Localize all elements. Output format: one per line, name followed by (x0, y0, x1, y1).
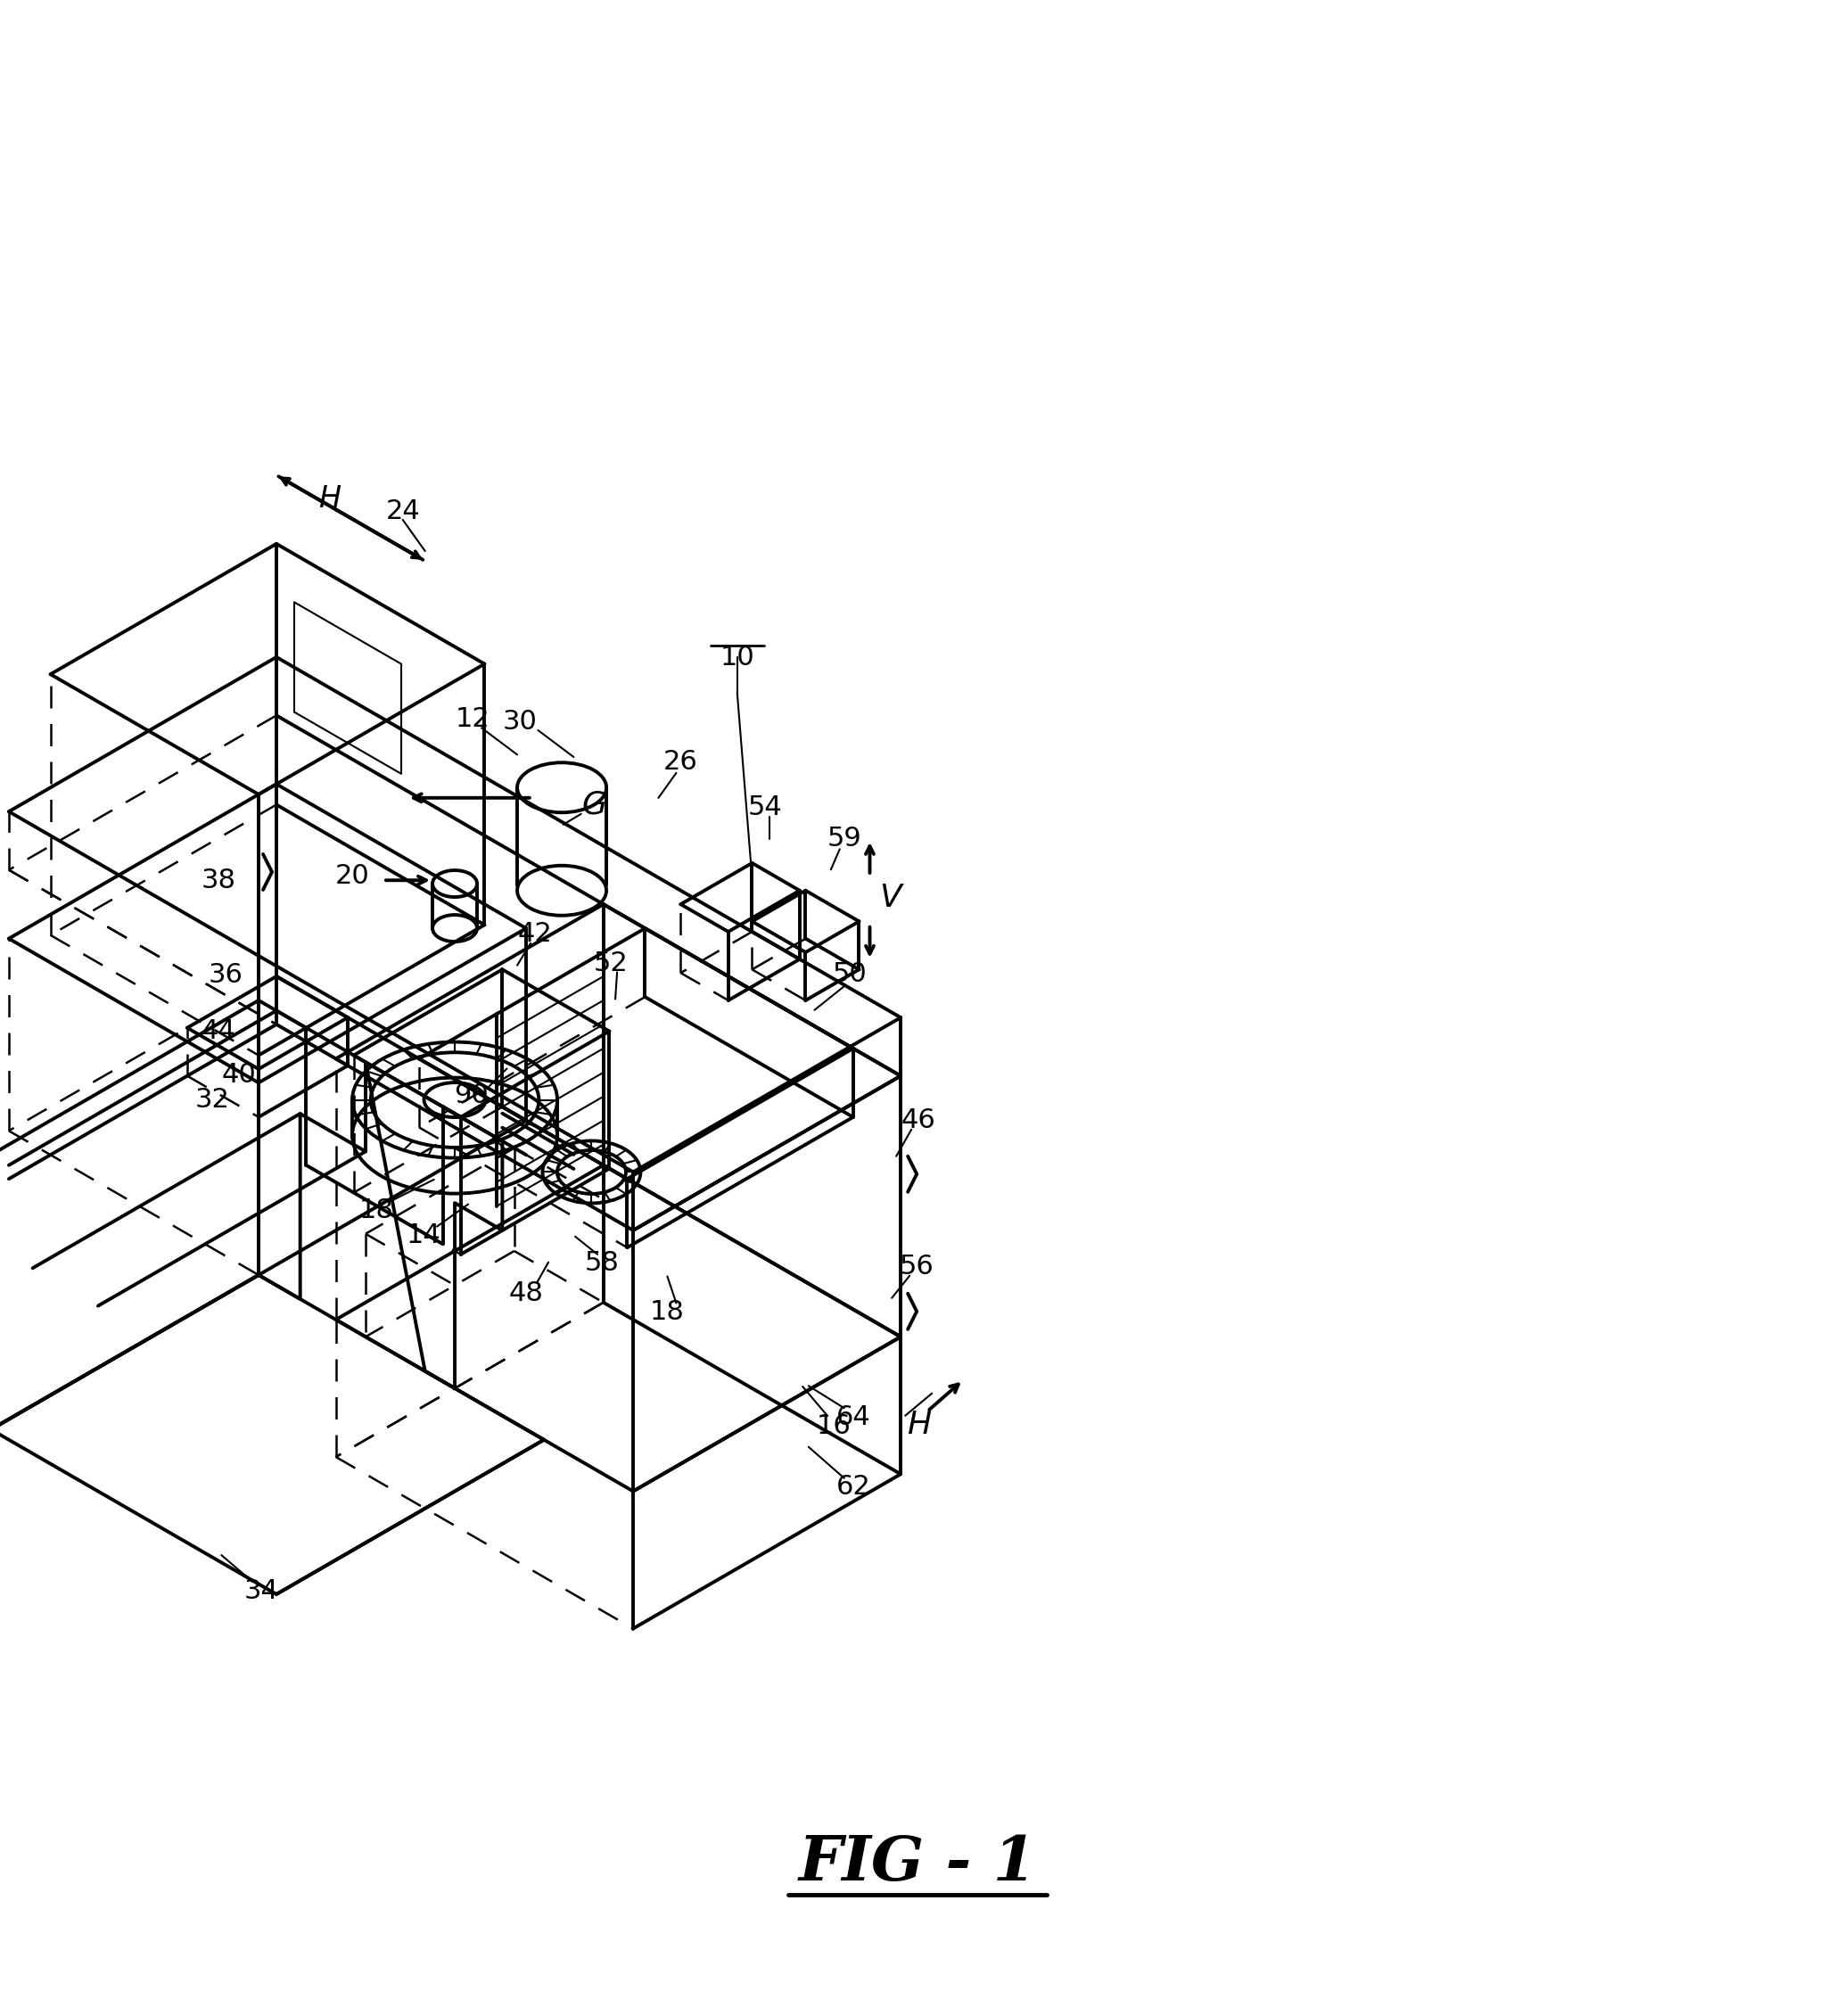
Text: 59: 59 (828, 825, 861, 851)
Text: 62: 62 (837, 1474, 870, 1500)
Text: 56: 56 (899, 1254, 934, 1280)
Text: H: H (319, 484, 341, 514)
Ellipse shape (517, 762, 606, 812)
Text: 36: 36 (209, 962, 244, 988)
Text: 16: 16 (817, 1413, 851, 1439)
Text: FIG - 1: FIG - 1 (798, 1833, 1037, 1893)
Text: 30: 30 (503, 708, 538, 734)
Text: 64: 64 (837, 1403, 870, 1429)
Text: 38: 38 (202, 869, 237, 893)
Text: 32: 32 (195, 1087, 229, 1113)
Text: 44: 44 (202, 1018, 235, 1044)
Text: 46: 46 (901, 1107, 936, 1133)
Text: 24: 24 (385, 498, 420, 524)
Text: 34: 34 (244, 1579, 279, 1603)
Text: 58: 58 (585, 1250, 618, 1276)
Text: 40: 40 (222, 1062, 257, 1087)
Text: 48: 48 (508, 1280, 543, 1306)
Text: 18: 18 (358, 1198, 393, 1224)
Text: 42: 42 (517, 921, 552, 948)
Text: 26: 26 (664, 750, 697, 774)
Text: 14: 14 (406, 1222, 440, 1248)
Text: 20: 20 (336, 863, 369, 889)
Text: V: V (879, 883, 901, 913)
Text: 12: 12 (455, 706, 490, 732)
Text: G: G (582, 790, 607, 821)
Ellipse shape (433, 871, 477, 897)
Text: 50: 50 (833, 962, 868, 988)
Text: 10: 10 (719, 645, 754, 669)
Text: 90: 90 (453, 1083, 488, 1109)
Text: H: H (906, 1409, 930, 1439)
Text: 52: 52 (593, 950, 628, 976)
Text: 54: 54 (749, 794, 784, 821)
Text: 18: 18 (650, 1298, 684, 1325)
